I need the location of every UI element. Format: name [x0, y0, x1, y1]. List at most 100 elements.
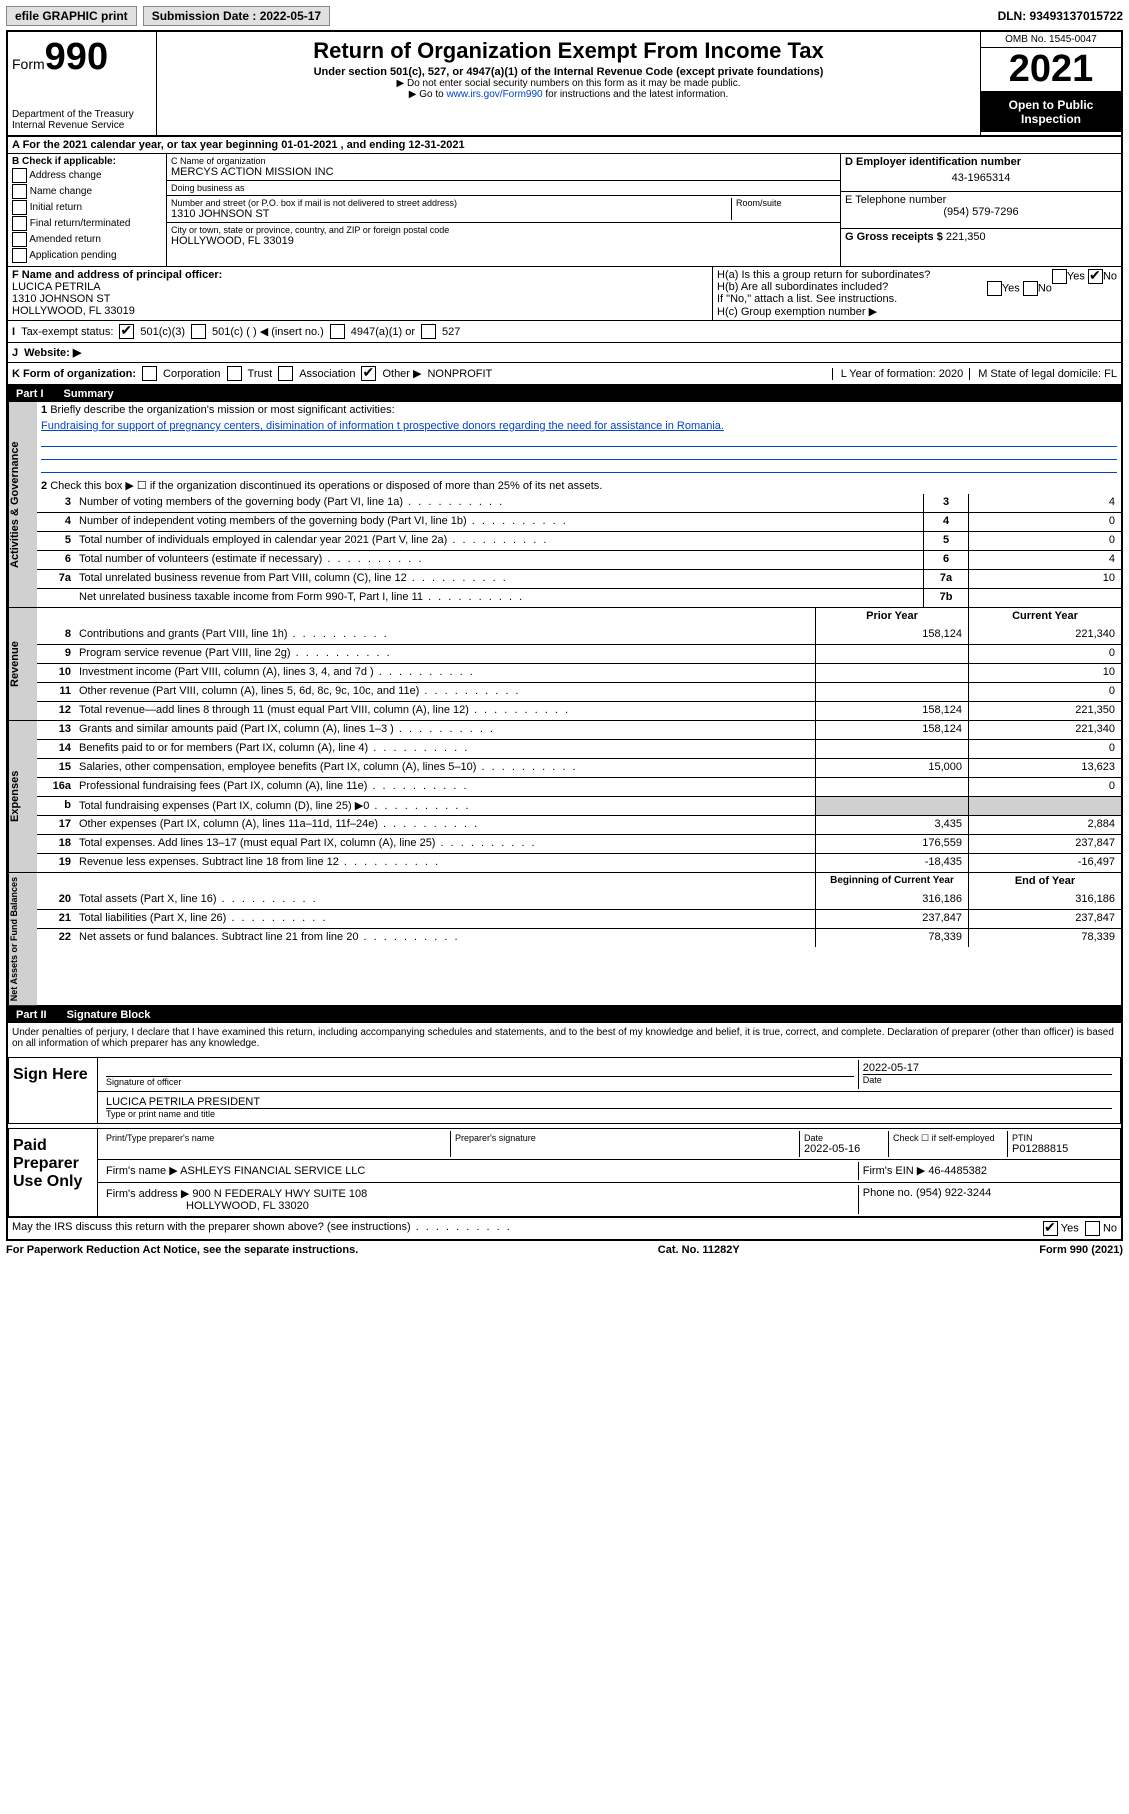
checkbox-icon[interactable]	[278, 366, 293, 381]
data-line: 10 Investment income (Part VIII, column …	[37, 663, 1121, 682]
sign-here-block: Sign Here Signature of officer 2022-05-1…	[8, 1057, 1121, 1124]
summary-governance: Activities & Governance 1 Briefly descri…	[8, 402, 1121, 608]
declaration-text: Under penalties of perjury, I declare th…	[8, 1023, 1121, 1053]
checkbox-icon[interactable]	[987, 281, 1002, 296]
city-state-zip: HOLLYWOOD, FL 33019	[171, 235, 836, 247]
top-bar: efile GRAPHIC print Submission Date : 20…	[6, 6, 1123, 26]
firm-phone-label: Phone no.	[863, 1187, 913, 1199]
checkbox-icon[interactable]	[361, 366, 376, 381]
checkbox-icon[interactable]	[191, 324, 206, 339]
line-num: 15	[37, 759, 75, 777]
side-expenses: Expenses	[8, 721, 37, 872]
current-value: 237,847	[968, 835, 1121, 853]
data-line: 14 Benefits paid to or for members (Part…	[37, 739, 1121, 758]
blank	[37, 873, 75, 891]
submission-date-button[interactable]: Submission Date : 2022-05-17	[143, 6, 330, 26]
checkbox-icon[interactable]	[119, 324, 134, 339]
gov-line: 6 Total number of volunteers (estimate i…	[37, 550, 1121, 569]
checkbox-icon[interactable]	[12, 184, 27, 199]
ptin-label: PTIN	[1012, 1133, 1112, 1143]
note-link: ▶ Go to www.irs.gov/Form990 for instruct…	[161, 89, 976, 100]
line-num: 13	[37, 721, 75, 739]
data-line: 16a Professional fundraising fees (Part …	[37, 777, 1121, 796]
chk-final-return[interactable]: Final return/terminated	[12, 216, 162, 231]
underline	[41, 434, 1117, 447]
firm-phone-cell: Phone no. (954) 922-3244	[859, 1185, 1116, 1214]
box-c: C Name of organization MERCYS ACTION MIS…	[167, 154, 840, 266]
checkbox-icon[interactable]	[1052, 269, 1067, 284]
note2-post: for instructions and the latest informat…	[543, 89, 729, 100]
phone-value: (954) 579-7296	[845, 206, 1117, 218]
irs-link[interactable]: www.irs.gov/Form990	[446, 89, 542, 100]
checkbox-icon[interactable]	[330, 324, 345, 339]
checkbox-icon[interactable]	[1088, 269, 1103, 284]
checkbox-icon[interactable]	[227, 366, 242, 381]
checkbox-icon[interactable]	[1085, 1221, 1100, 1236]
paperwork-notice: For Paperwork Reduction Act Notice, see …	[6, 1244, 358, 1256]
type-name-label: Type or print name and title	[106, 1108, 1112, 1119]
line-text: Other expenses (Part IX, column (A), lin…	[75, 816, 815, 834]
chk-name-change[interactable]: Name change	[12, 184, 162, 199]
gov-line: 3 Number of voting members of the govern…	[37, 494, 1121, 512]
line-num: 12	[37, 702, 75, 720]
current-value: 316,186	[968, 891, 1121, 909]
line-box: 7b	[923, 589, 968, 607]
h-note: If "No," attach a list. See instructions…	[717, 293, 1117, 305]
checkbox-icon[interactable]	[1023, 281, 1038, 296]
dept-treasury: Department of the Treasury	[12, 109, 152, 120]
gov-line: 7a Total unrelated business revenue from…	[37, 569, 1121, 588]
line-2: 2 Check this box ▶ ☐ if the organization…	[37, 473, 1121, 494]
data-line: 18 Total expenses. Add lines 13–17 (must…	[37, 834, 1121, 853]
efile-button[interactable]: efile GRAPHIC print	[6, 6, 137, 26]
line-text: Investment income (Part VIII, column (A)…	[75, 664, 815, 682]
checkbox-icon[interactable]	[142, 366, 157, 381]
checkbox-icon[interactable]	[421, 324, 436, 339]
line-1: 1 Briefly describe the organization's mi…	[37, 402, 1121, 418]
checkbox-icon[interactable]	[12, 168, 27, 183]
line-value: 10	[968, 570, 1121, 588]
data-line: 8 Contributions and grants (Part VIII, l…	[37, 626, 1121, 644]
checkbox-icon[interactable]	[12, 248, 27, 263]
opt-corp: Corporation	[163, 368, 220, 380]
line-box: 7a	[923, 570, 968, 588]
chk-label: Application pending	[29, 250, 116, 261]
chk-initial-return[interactable]: Initial return	[12, 200, 162, 215]
box-d: D Employer identification number 43-1965…	[841, 154, 1121, 192]
line-value	[968, 589, 1121, 607]
side-revenue: Revenue	[8, 608, 37, 720]
sig-date: 2022-05-17	[863, 1062, 1112, 1074]
line-num: 9	[37, 645, 75, 663]
chk-amended-return[interactable]: Amended return	[12, 232, 162, 247]
section-b: B Check if applicable: Address change Na…	[8, 154, 1121, 267]
org-name-label: C Name of organization	[171, 156, 836, 166]
prep-date-cell: Date2022-05-16	[800, 1131, 889, 1157]
line-text: Contributions and grants (Part VIII, lin…	[75, 626, 815, 644]
current-value: 221,340	[968, 721, 1121, 739]
checkbox-icon[interactable]	[12, 232, 27, 247]
chk-address-change[interactable]: Address change	[12, 168, 162, 183]
date-label: Date	[863, 1074, 1112, 1085]
org-name: MERCYS ACTION MISSION INC	[171, 166, 836, 178]
checkbox-icon[interactable]	[12, 216, 27, 231]
no-label: No	[1103, 270, 1117, 282]
city-label: City or town, state or province, country…	[171, 225, 836, 235]
data-line: 13 Grants and similar amounts paid (Part…	[37, 721, 1121, 739]
firm-ein-label: Firm's EIN ▶	[863, 1165, 926, 1177]
checkbox-icon[interactable]	[12, 200, 27, 215]
line-text: Salaries, other compensation, employee b…	[75, 759, 815, 777]
chk-application-pending[interactable]: Application pending	[12, 248, 162, 263]
ein-value: 43-1965314	[845, 172, 1117, 184]
part-i-header: Part I Summary	[8, 386, 1121, 402]
line-text: Total fundraising expenses (Part IX, col…	[75, 797, 815, 815]
prior-value: 3,435	[815, 816, 968, 834]
year-formation: L Year of formation: 2020	[832, 368, 964, 380]
checkbox-icon[interactable]	[1043, 1221, 1058, 1236]
data-line: 19 Revenue less expenses. Subtract line …	[37, 853, 1121, 872]
line-text: Number of voting members of the governin…	[75, 494, 923, 512]
row-j: J Website: ▶	[8, 343, 1121, 363]
gov-line: 5 Total number of individuals employed i…	[37, 531, 1121, 550]
form-footer: Form 990 (2021)	[1039, 1244, 1123, 1256]
other-value: NONPROFIT	[427, 368, 492, 380]
line-num: 3	[37, 494, 75, 512]
hb-label: H(b) Are all subordinates included?	[717, 281, 888, 293]
